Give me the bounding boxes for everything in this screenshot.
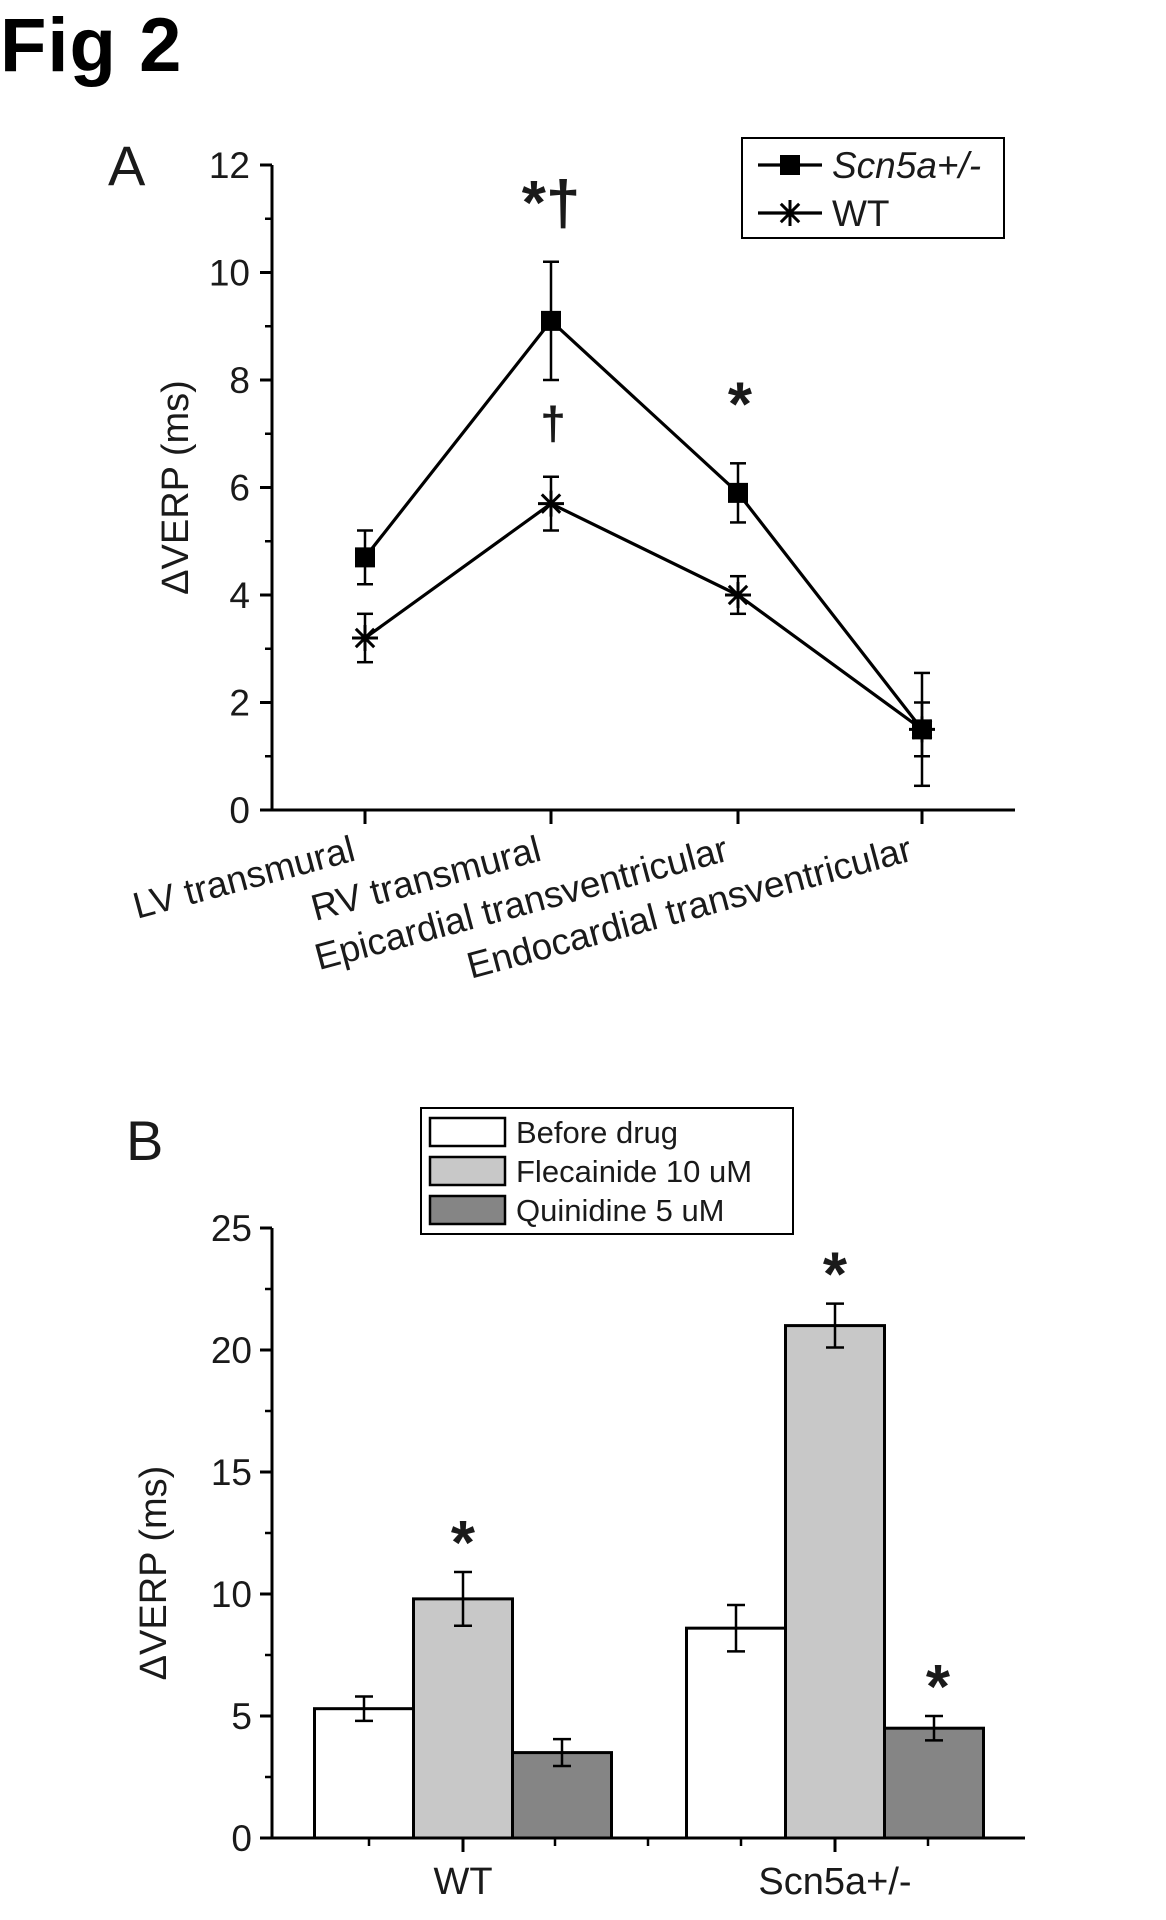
figure-title: Fig 2 (0, 3, 183, 88)
panel-b-label: B (126, 1109, 163, 1172)
series-line-scn5a (363, 318, 924, 731)
panel-a-y-tick-label: 4 (229, 575, 250, 616)
panel-b-y-tick-label: 5 (231, 1696, 252, 1737)
significance-marker: † (540, 397, 566, 449)
data-point-asterisk (725, 582, 751, 608)
panel-b-y-tick-label: 20 (211, 1330, 252, 1371)
legend-swatch (428, 1155, 507, 1187)
bar (511, 1751, 613, 1840)
data-point-asterisk (909, 716, 935, 743)
bar (784, 1324, 886, 1840)
panel-b-annotations: * * * (451, 1241, 951, 1722)
panel-b-legend: Before drug Flecainide 10 uM Quinidine 5 u… (420, 1107, 794, 1235)
legend-square-marker (780, 155, 800, 175)
asterisk-stroke (779, 202, 801, 224)
significance-marker: * (823, 1241, 848, 1310)
asterisk-stroke (727, 584, 749, 606)
legend-label: Quinidine 5 uM (516, 1193, 725, 1228)
panel-a-annotations: *† † * (522, 169, 753, 449)
legend-label: WT (832, 193, 890, 234)
significance-marker: * (451, 1509, 476, 1578)
significance-marker: * (728, 370, 753, 439)
panel-a-y-tick-label: 10 (209, 253, 250, 294)
asterisk-stroke (911, 719, 933, 740)
legend-label: Flecainide 10 uM (516, 1154, 752, 1189)
panel-a-label: A (108, 134, 146, 197)
bar (685, 1626, 787, 1840)
panel-b-x-tick-label: Scn5a+/- (758, 1861, 911, 1903)
panel-a-series (352, 260, 935, 788)
panel-b-y-axis-label: ΔVERP (ms) (133, 1466, 175, 1681)
panel-b-y-tick-label: 10 (211, 1574, 252, 1615)
panel-a-y-axis-label: ΔVERP (ms) (155, 380, 197, 595)
bar (412, 1597, 514, 1840)
asterisk-stroke (354, 627, 376, 649)
data-point-square (541, 310, 561, 331)
panel-a-y-tick-label: 6 (229, 468, 250, 509)
legend-asterisk-marker (777, 200, 803, 226)
panel-b-y-tick-label: 15 (211, 1452, 252, 1493)
bar (313, 1707, 415, 1840)
panel-b-x-tick-label: WT (433, 1861, 492, 1903)
panel-b-y-tick-label: 25 (211, 1208, 252, 1249)
panel-b-bars (313, 1302, 985, 1840)
panel-a-legend: Scn5a+/- WT (741, 137, 1005, 239)
significance-marker: *† (522, 169, 581, 238)
asterisk-stroke (540, 493, 562, 514)
bar (883, 1726, 985, 1840)
panel-a-y-tick-label: 8 (229, 360, 250, 401)
series-line-wt (364, 501, 923, 731)
panel-a-y-tick-label: 12 (209, 145, 250, 186)
panel-b: B ΔVERP (ms) 0 5 10 15 20 25 WT Scn5a+/- * * * Be… (126, 1107, 1025, 1903)
legend-swatch (428, 1194, 507, 1226)
legend-label: Before drug (516, 1115, 678, 1150)
legend-swatch (428, 1116, 507, 1148)
data-point-asterisk (538, 490, 564, 517)
significance-marker: * (926, 1653, 951, 1722)
data-point-square (355, 547, 375, 568)
legend-label: Scn5a+/- (832, 145, 981, 186)
panel-b-y-tick-label: 0 (231, 1818, 252, 1859)
panel-a-y-tick-label: 2 (229, 683, 250, 724)
panel-a-y-tick-label: 0 (229, 790, 250, 831)
legend-box (741, 137, 1005, 239)
data-point-asterisk (352, 625, 378, 651)
data-point-square (728, 482, 748, 503)
